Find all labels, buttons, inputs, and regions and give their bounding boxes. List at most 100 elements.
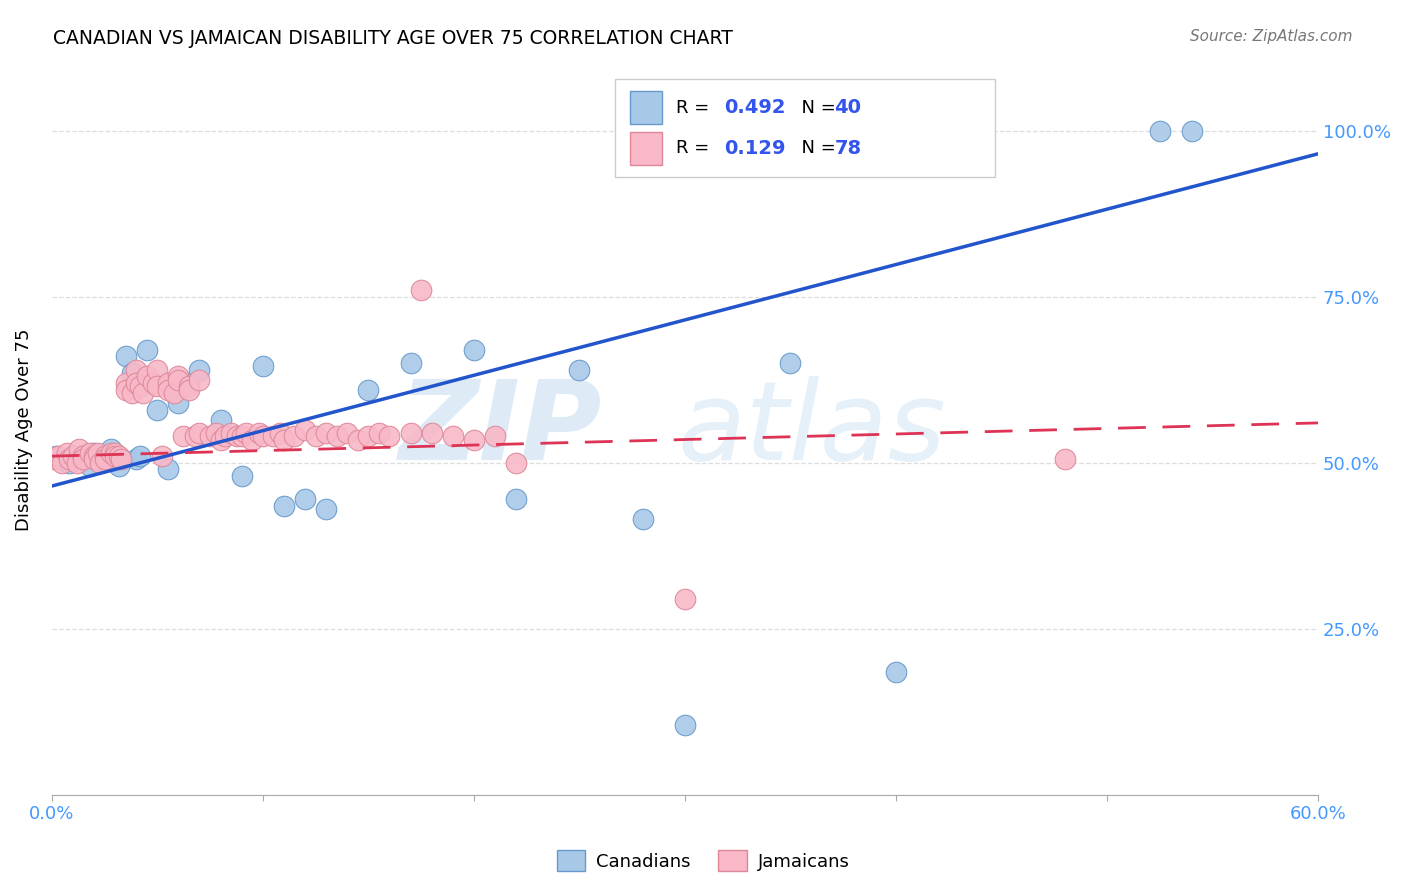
Point bbox=[129, 379, 152, 393]
Point bbox=[219, 425, 242, 440]
Point bbox=[209, 412, 232, 426]
Text: N =: N = bbox=[790, 139, 842, 157]
Point bbox=[150, 449, 173, 463]
Point bbox=[93, 452, 115, 467]
Point bbox=[177, 379, 200, 393]
Point bbox=[273, 433, 295, 447]
Point bbox=[420, 425, 443, 440]
Point bbox=[163, 386, 186, 401]
Point bbox=[104, 452, 127, 467]
Point bbox=[399, 356, 422, 370]
Point bbox=[884, 665, 907, 679]
Point bbox=[188, 373, 211, 387]
Y-axis label: Disability Age Over 75: Disability Age Over 75 bbox=[15, 328, 32, 531]
Point bbox=[104, 446, 127, 460]
Point bbox=[146, 379, 169, 393]
Point bbox=[283, 429, 305, 443]
Point bbox=[72, 452, 94, 467]
Point bbox=[114, 350, 136, 364]
Point bbox=[131, 386, 153, 401]
Point bbox=[100, 442, 122, 457]
Point bbox=[631, 512, 654, 526]
Text: Source: ZipAtlas.com: Source: ZipAtlas.com bbox=[1189, 29, 1353, 44]
Point bbox=[55, 446, 77, 460]
Point bbox=[51, 456, 73, 470]
Point bbox=[110, 452, 132, 467]
Point bbox=[45, 449, 67, 463]
Point bbox=[177, 383, 200, 397]
Point bbox=[108, 449, 131, 463]
Point bbox=[484, 429, 506, 443]
Point bbox=[231, 469, 253, 483]
Point bbox=[378, 429, 401, 443]
Point bbox=[156, 462, 179, 476]
Point bbox=[262, 429, 284, 443]
Point bbox=[93, 449, 115, 463]
Point bbox=[172, 429, 194, 443]
Point bbox=[240, 433, 263, 447]
FancyBboxPatch shape bbox=[616, 78, 995, 178]
Point bbox=[83, 446, 105, 460]
Point bbox=[135, 343, 157, 357]
Point bbox=[336, 425, 359, 440]
Point bbox=[1149, 123, 1171, 137]
Point bbox=[294, 423, 316, 437]
Point bbox=[146, 402, 169, 417]
Point bbox=[399, 425, 422, 440]
Point bbox=[62, 449, 84, 463]
Point bbox=[411, 283, 433, 297]
Point bbox=[269, 425, 291, 440]
Point bbox=[779, 356, 801, 370]
Point bbox=[167, 373, 190, 387]
Text: CANADIAN VS JAMAICAN DISABILITY AGE OVER 75 CORRELATION CHART: CANADIAN VS JAMAICAN DISABILITY AGE OVER… bbox=[53, 29, 734, 47]
Point bbox=[167, 369, 190, 384]
Point bbox=[441, 429, 464, 443]
Point bbox=[104, 449, 127, 463]
Point bbox=[463, 433, 485, 447]
Point bbox=[235, 425, 257, 440]
Point bbox=[67, 442, 90, 457]
Point bbox=[121, 386, 143, 401]
Point bbox=[146, 363, 169, 377]
Point bbox=[156, 376, 179, 390]
FancyBboxPatch shape bbox=[630, 132, 662, 164]
Point bbox=[125, 452, 148, 467]
Point bbox=[42, 452, 65, 467]
Point bbox=[93, 449, 115, 463]
Point bbox=[247, 425, 270, 440]
Point bbox=[129, 449, 152, 463]
Text: 0.129: 0.129 bbox=[724, 138, 786, 158]
Legend: Canadians, Jamaicans: Canadians, Jamaicans bbox=[550, 843, 856, 879]
Point bbox=[325, 429, 347, 443]
Point bbox=[209, 433, 232, 447]
Point bbox=[505, 456, 527, 470]
Point bbox=[46, 449, 69, 463]
Point bbox=[205, 425, 228, 440]
Point bbox=[315, 425, 337, 440]
Point bbox=[114, 383, 136, 397]
Point bbox=[367, 425, 389, 440]
Point bbox=[79, 446, 101, 460]
Point bbox=[121, 366, 143, 380]
Point bbox=[1053, 452, 1076, 467]
Point bbox=[66, 450, 89, 465]
Point bbox=[346, 433, 368, 447]
Text: atlas: atlas bbox=[678, 376, 946, 483]
Point bbox=[198, 429, 221, 443]
Text: R =: R = bbox=[676, 139, 716, 157]
Point bbox=[463, 343, 485, 357]
Point bbox=[273, 499, 295, 513]
Text: ZIP: ZIP bbox=[399, 376, 603, 483]
Point bbox=[142, 376, 165, 390]
Point bbox=[83, 449, 105, 463]
Text: 40: 40 bbox=[834, 98, 862, 118]
Point bbox=[58, 456, 80, 470]
Point bbox=[83, 452, 105, 467]
Point bbox=[357, 429, 380, 443]
Text: N =: N = bbox=[790, 99, 842, 117]
Point bbox=[188, 363, 211, 377]
Point bbox=[125, 376, 148, 390]
Point bbox=[252, 359, 274, 374]
Point bbox=[673, 592, 696, 607]
Point bbox=[72, 449, 94, 463]
